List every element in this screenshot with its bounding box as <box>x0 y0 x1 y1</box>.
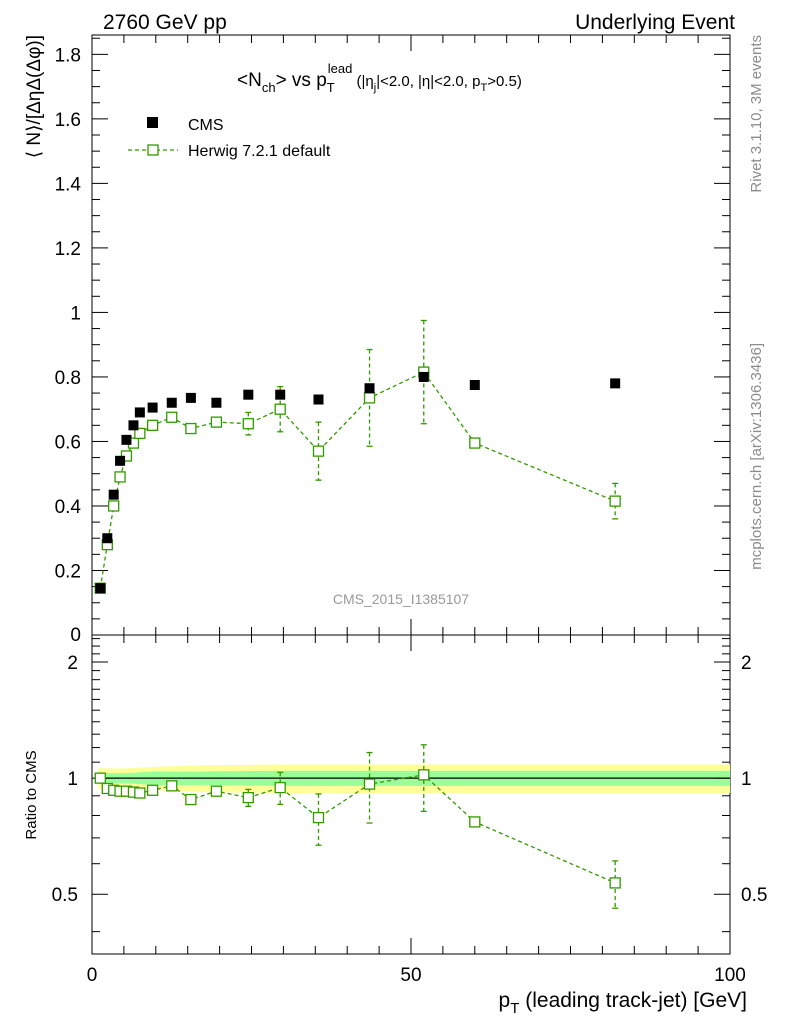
x-axis-label-part: p <box>499 989 511 1012</box>
title-part: |<2.0, |η|<2.0, p <box>376 73 480 90</box>
herwig-point <box>134 427 146 440</box>
cms-data-point <box>115 455 126 466</box>
main-y-axis-label: ⟨ N⟩/[ΔηΔ(Δφ)] <box>24 35 45 158</box>
herwig-point <box>363 392 376 404</box>
herwig-ratio-point <box>94 772 106 784</box>
y-tick-label: 0.4 <box>55 497 82 518</box>
cms-data-point <box>610 378 621 389</box>
ratio-series-layer <box>94 744 621 909</box>
herwig-ratio-point <box>609 877 621 889</box>
header-left: 2760 GeV pp <box>103 11 227 34</box>
herwig-line <box>99 371 616 589</box>
analysis-watermark: CMS_2015_I1385107 <box>333 591 469 607</box>
herwig-ratio-point <box>166 780 178 792</box>
cms-data-point <box>275 389 286 400</box>
ratio-y-tick-label: 1 <box>67 769 78 790</box>
y-tick-label: 1.6 <box>55 110 81 131</box>
y-tick-label: 0.2 <box>55 561 81 582</box>
title-part: <N <box>237 70 262 91</box>
y-tick-label: 1.2 <box>55 239 81 260</box>
herwig-ratio-point <box>185 793 197 806</box>
ratio-plot-panel: 0 50 100 0.5 0.5 1 1 2 2 Ratio to CMS pT (leadin… <box>23 634 767 1017</box>
herwig-ratio-point <box>363 778 376 790</box>
main-plot-panel: 0.20.40.60.811.21.41.61.80 <Nch> vs pTle… <box>24 34 731 646</box>
herwig-ratio-point <box>312 811 325 824</box>
herwig-point <box>108 500 120 512</box>
ratio-y-tick-label-right: 2 <box>741 653 752 674</box>
cms-data-point <box>134 407 145 418</box>
title-part: > vs p <box>276 70 327 91</box>
legend: CMS Herwig 7.2.1 default <box>128 117 331 160</box>
x-axis-label: pT (leading track-jet) [GeV] <box>499 989 747 1017</box>
x-tick-label: 50 <box>400 965 421 986</box>
x-axis-label-part: T <box>510 1000 519 1017</box>
cms-data-point <box>102 533 113 544</box>
rivet-version-text: Rivet 3.1.10, 3M events <box>748 35 765 193</box>
title-part: T <box>327 80 335 95</box>
y-tick-label: 1 <box>70 303 81 324</box>
y-tick-label-zero: 0 <box>70 625 81 646</box>
cms-data-point <box>243 389 254 400</box>
y-tick-label: 0.8 <box>55 368 81 389</box>
title-part: lead <box>328 61 353 76</box>
cms-data-point <box>128 420 139 431</box>
main-axis-ticks: 0.2 0.4 0.6 0.8 1 1.2 1.4 1.6 1.8 0 <box>55 35 731 646</box>
y-tick-label: 1.4 <box>55 174 82 195</box>
cms-data-point <box>211 397 222 408</box>
plot-title: <Nch> vs pTlead (|ηj|<2.0, |η|<2.0, pT>0… <box>237 61 522 95</box>
herwig-ratio-point <box>134 787 146 799</box>
cms-data-point <box>121 434 132 445</box>
herwig-ratio-point <box>146 784 159 796</box>
x-axis-label-part: (leading track-jet) [GeV] <box>519 989 747 1012</box>
herwig-point <box>312 445 325 457</box>
legend-marker-cms <box>147 117 158 128</box>
herwig-point <box>274 403 286 415</box>
cms-data-point <box>108 489 119 500</box>
title-part: T <box>480 82 487 94</box>
ratio-uncertainty-band <box>98 764 730 794</box>
herwig-point <box>242 418 254 430</box>
cms-data-point <box>313 394 324 405</box>
ratio-y-tick-label: 2 <box>67 653 78 674</box>
cms-data-point <box>147 402 158 413</box>
cms-data-point <box>185 392 196 403</box>
ratio-y-tick-label-right: 0.5 <box>741 885 767 906</box>
herwig-ratio-point <box>469 816 481 828</box>
main-series-layer <box>94 319 621 594</box>
legend-marker-herwig <box>147 144 159 156</box>
herwig-point <box>114 471 126 483</box>
cms-data-point <box>469 380 480 390</box>
y-tick-label: 1.8 <box>55 45 81 66</box>
herwig-ratio-point <box>418 769 430 781</box>
herwig-point <box>146 419 159 431</box>
y-tick-label: 0.6 <box>55 432 81 453</box>
x-tick-label: 0 <box>87 965 98 986</box>
title-part: ch <box>262 80 276 95</box>
ratio-y-tick-label: 0.5 <box>52 885 78 906</box>
cms-data-point <box>166 397 177 408</box>
herwig-ratio-point <box>242 792 254 804</box>
cms-data-point <box>418 371 429 382</box>
herwig-ratio-point <box>274 781 286 794</box>
legend-label-herwig: Herwig 7.2.1 default <box>188 143 331 160</box>
cms-data-point <box>95 583 106 594</box>
ratio-y-tick-label-right: 1 <box>741 769 752 790</box>
ratio-axis-ticks: 0 50 100 0.5 0.5 1 1 2 2 <box>52 635 767 986</box>
header-right: Underlying Event <box>575 11 735 34</box>
x-tick-label: 100 <box>714 965 746 986</box>
legend-label-cms: CMS <box>188 117 224 134</box>
cms-data-point <box>364 383 375 394</box>
title-part: (|η <box>352 73 373 90</box>
title-part: j <box>373 82 376 94</box>
ratio-y-axis-label: Ratio to CMS <box>23 750 40 839</box>
herwig-point <box>609 495 621 507</box>
herwig-point <box>469 437 481 449</box>
title-part: >0.5) <box>487 73 522 90</box>
mcplots-reference-text: mcplots.cern.ch [arXiv:1306.3436] <box>748 343 765 570</box>
herwig-point <box>210 416 223 428</box>
herwig-point <box>185 422 197 435</box>
herwig-ratio-point <box>210 785 223 797</box>
herwig-point <box>166 411 178 423</box>
